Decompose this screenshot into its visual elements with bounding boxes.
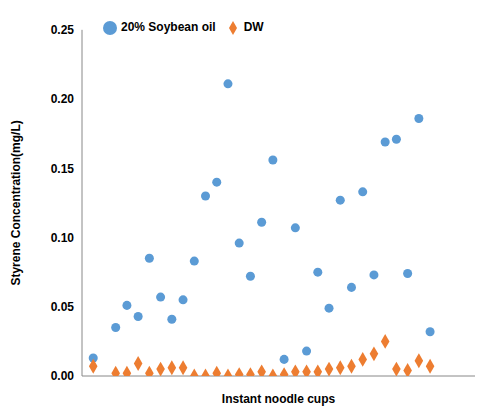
svg-text:0.15: 0.15 — [51, 162, 75, 176]
svg-text:0.10: 0.10 — [51, 231, 75, 245]
svg-text:Styrene Concentration(mg/L): Styrene Concentration(mg/L) — [9, 120, 23, 285]
svg-text:0.25: 0.25 — [51, 23, 75, 37]
html-text:DW: DW — [243, 20, 264, 34]
svg-text:0.00: 0.00 — [51, 369, 75, 383]
html-text:20% Soybean oil: 20% Soybean oil — [121, 20, 216, 34]
svg-text:0.20: 0.20 — [51, 92, 75, 106]
svg-text:0.05: 0.05 — [51, 300, 75, 314]
svg-text:Instant noodle cups: Instant noodle cups — [222, 392, 336, 406]
